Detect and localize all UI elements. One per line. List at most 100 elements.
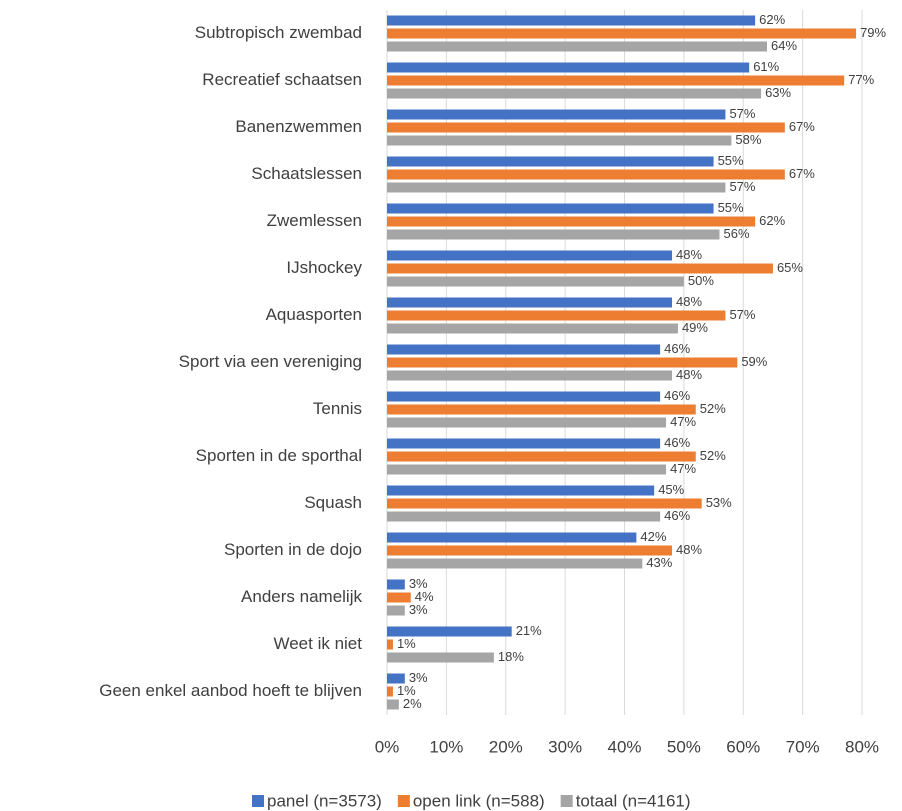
x-tick-label: 10%	[429, 737, 463, 756]
bar	[387, 216, 756, 227]
y-tick-label: Sporten in de sporthal	[196, 446, 362, 465]
y-tick-label: Weet ik niet	[273, 634, 362, 653]
value-label: 55%	[718, 200, 744, 215]
value-label: 67%	[789, 119, 815, 134]
bar	[387, 323, 678, 334]
x-tick-label: 20%	[489, 737, 523, 756]
value-label: 56%	[724, 226, 750, 241]
bar	[387, 62, 750, 73]
bar	[387, 88, 762, 99]
value-label: 46%	[664, 388, 690, 403]
value-label: 62%	[759, 12, 785, 27]
bar	[387, 686, 393, 697]
value-label: 48%	[676, 367, 702, 382]
bar	[387, 122, 785, 133]
x-tick-label: 40%	[607, 737, 641, 756]
bar	[387, 558, 643, 569]
bar	[387, 673, 405, 684]
value-label: 48%	[676, 247, 702, 262]
bar	[387, 592, 411, 603]
y-tick-label: Subtropisch zwembad	[195, 23, 362, 42]
value-label: 49%	[682, 320, 708, 335]
bar	[387, 109, 726, 120]
bar	[387, 276, 684, 287]
bar	[387, 438, 661, 449]
value-label: 52%	[700, 448, 726, 463]
bar	[387, 28, 857, 39]
x-tick-label: 30%	[548, 737, 582, 756]
bar	[387, 464, 667, 475]
value-label: 48%	[676, 542, 702, 557]
value-label: 53%	[706, 495, 732, 510]
value-label: 4%	[415, 589, 434, 604]
bar	[387, 626, 512, 637]
value-label: 45%	[658, 482, 684, 497]
bar	[387, 263, 773, 274]
bar	[387, 75, 845, 86]
y-tick-label: IJshockey	[286, 258, 362, 277]
y-tick-label: Schaatslessen	[251, 164, 362, 183]
bar	[387, 451, 696, 462]
bar	[387, 485, 655, 496]
bar	[387, 310, 726, 321]
y-tick-label: Sport via een vereniging	[179, 352, 362, 371]
value-label: 65%	[777, 260, 803, 275]
value-label: 59%	[741, 354, 767, 369]
bar	[387, 605, 405, 616]
bar	[387, 545, 672, 556]
bar	[387, 229, 720, 240]
value-label: 2%	[403, 696, 422, 711]
x-tick-label: 80%	[845, 737, 879, 756]
y-tick-label: Recreatief schaatsen	[202, 70, 362, 89]
y-tick-label: Aquasporten	[266, 305, 362, 324]
y-tick-label: Geen enkel aanbod hoeft te blijven	[99, 681, 362, 700]
value-label: 18%	[498, 649, 524, 664]
value-label: 47%	[670, 414, 696, 429]
value-label: 58%	[735, 132, 761, 147]
x-tick-label: 50%	[667, 737, 701, 756]
y-tick-label: Banenzwemmen	[235, 117, 362, 136]
value-label: 42%	[640, 529, 666, 544]
value-label: 43%	[646, 555, 672, 570]
value-label: 62%	[759, 213, 785, 228]
bar	[387, 498, 702, 509]
x-tick-label: 70%	[786, 737, 820, 756]
x-tick-label: 0%	[375, 737, 400, 756]
bar	[387, 203, 714, 214]
value-label: 48%	[676, 294, 702, 309]
bar	[387, 41, 767, 52]
value-label: 3%	[409, 670, 428, 685]
bar	[387, 182, 726, 193]
value-label: 47%	[670, 461, 696, 476]
bar	[387, 579, 405, 590]
bar	[387, 357, 738, 368]
legend-label: panel (n=3573)	[267, 791, 382, 810]
bar	[387, 15, 756, 26]
bar	[387, 699, 399, 710]
bar	[387, 297, 672, 308]
bar	[387, 156, 714, 167]
value-label: 77%	[848, 72, 874, 87]
value-label: 79%	[860, 25, 886, 40]
legend-label: open link (n=588)	[413, 791, 545, 810]
y-tick-label: Tennis	[313, 399, 362, 418]
y-tick-label: Anders namelijk	[241, 587, 362, 606]
value-label: 3%	[409, 602, 428, 617]
value-label: 3%	[409, 576, 428, 591]
value-label: 67%	[789, 166, 815, 181]
bar	[387, 404, 696, 415]
bar	[387, 532, 637, 543]
legend-swatch	[397, 795, 410, 807]
legend-label: totaal (n=4161)	[576, 791, 691, 810]
legend-swatch	[252, 795, 264, 807]
value-label: 52%	[700, 401, 726, 416]
x-tick-label: 60%	[726, 737, 760, 756]
value-label: 46%	[664, 341, 690, 356]
value-label: 21%	[516, 623, 542, 638]
bar	[387, 169, 785, 180]
y-tick-label: Squash	[304, 493, 362, 512]
bar	[387, 639, 393, 650]
bar	[387, 417, 667, 428]
value-label: 61%	[753, 59, 779, 74]
value-label: 57%	[729, 307, 755, 322]
